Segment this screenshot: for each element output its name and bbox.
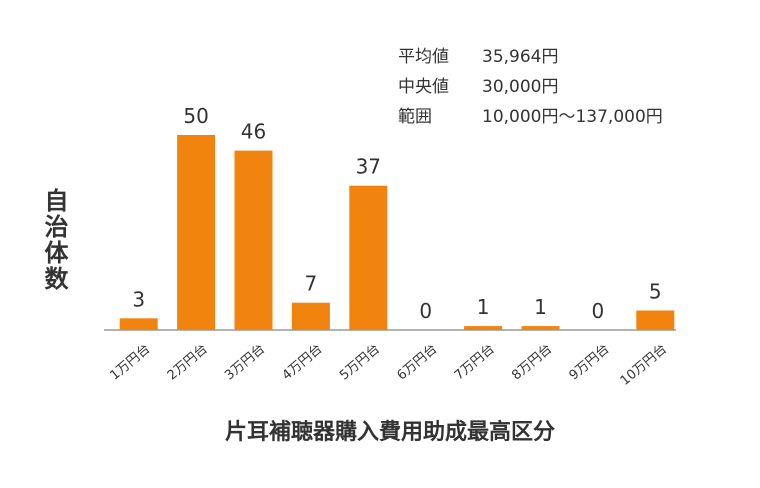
data-label-7: 1 [477, 295, 490, 319]
bar-8 [521, 326, 560, 330]
data-label-5: 37 [356, 155, 381, 179]
bar-1 [119, 318, 158, 330]
data-label-9: 0 [592, 299, 605, 323]
y-axis-label: 自治体数 [40, 188, 68, 292]
x-axis-label: 片耳補聴器購入費用助成最高区分 [224, 420, 555, 445]
x-tick-label-6: 6万円台 [394, 342, 440, 384]
x-tick-label-5: 5万円台 [337, 342, 383, 384]
bar-7 [464, 326, 503, 330]
bar-2 [177, 135, 216, 330]
x-tick-label-1: 1万円台 [107, 342, 153, 384]
mean-value: 35,964円 [482, 47, 559, 67]
bars-group [119, 135, 675, 330]
bar-10 [636, 310, 675, 330]
data-label-10: 5 [649, 280, 662, 304]
x-tick-labels-group: 1万円台 2万円台 3万円台 4万円台 5万円台 6万円台 7万円台 8万円台 9万円台 10万円… [107, 342, 669, 389]
x-tick-label-9: 9万円台 [567, 342, 613, 384]
bar-3 [234, 150, 273, 330]
median-label: 中央値 [398, 77, 449, 97]
data-label-1: 3 [132, 287, 145, 311]
range-value: 10,000円〜137,000円 [482, 107, 663, 127]
range-label: 範囲 [398, 107, 432, 127]
data-label-4: 7 [305, 272, 318, 296]
x-tick-label-10: 10万円台 [618, 342, 670, 389]
median-value: 30,000円 [482, 77, 559, 97]
x-tick-label-3: 3万円台 [222, 342, 268, 384]
bar-5 [349, 185, 388, 330]
x-tick-label-8: 8万円台 [509, 342, 555, 384]
bar-4 [291, 302, 330, 330]
x-tick-label-4: 4万円台 [280, 342, 326, 384]
data-label-3: 46 [241, 120, 266, 144]
x-tick-label-7: 7万円台 [452, 342, 498, 384]
data-label-2: 50 [183, 104, 208, 128]
data-labels-group: 3 50 46 7 37 0 1 1 0 5 [132, 104, 661, 323]
x-tick-label-2: 2万円台 [165, 342, 211, 384]
data-label-8: 1 [534, 295, 547, 319]
data-label-6: 0 [419, 299, 432, 323]
mean-label: 平均値 [398, 47, 449, 67]
